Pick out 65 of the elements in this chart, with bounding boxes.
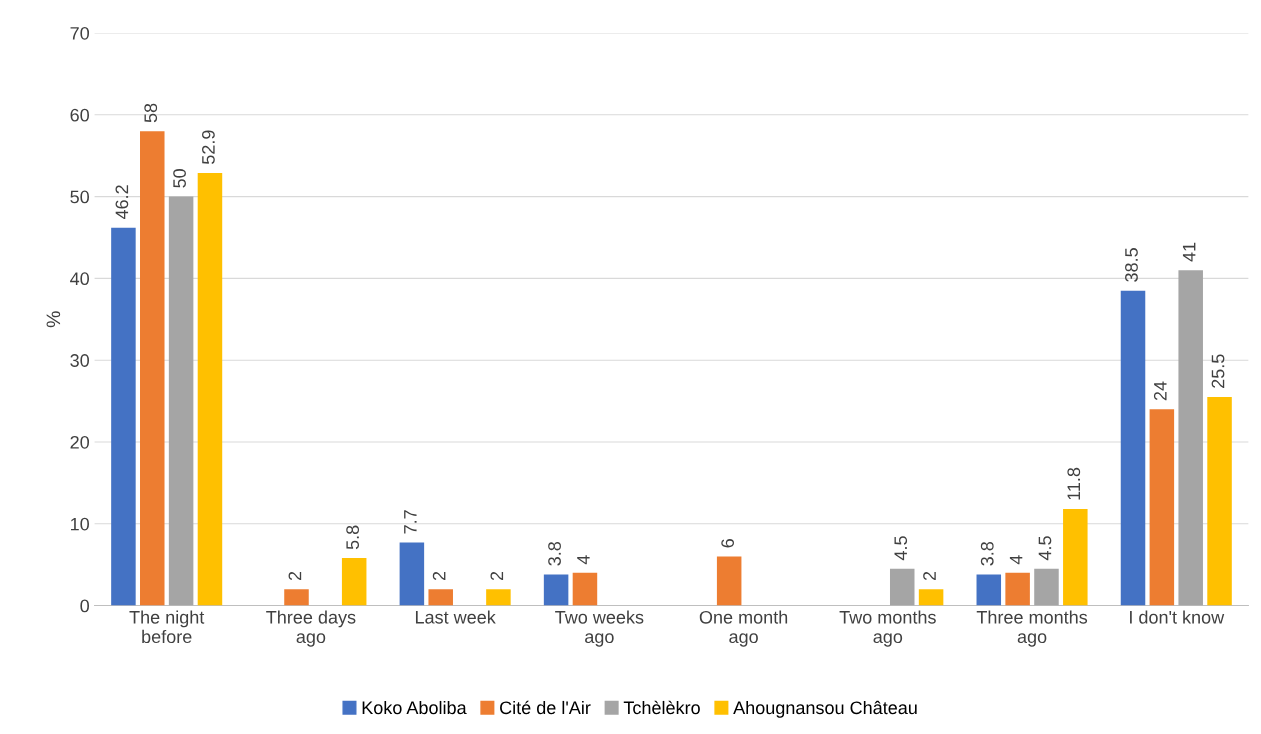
x-tick-label: Three months ago bbox=[976, 610, 1088, 647]
legend-label: Cité de l'Air bbox=[500, 700, 591, 715]
y-tick-label: 30 bbox=[70, 354, 90, 367]
bar bbox=[716, 556, 742, 606]
bar bbox=[284, 589, 309, 606]
bar bbox=[1034, 568, 1059, 606]
bar bbox=[572, 572, 598, 606]
y-tick-label: 40 bbox=[70, 272, 90, 286]
y-tick-label: 20 bbox=[70, 435, 90, 449]
x-tick-label: The night before bbox=[129, 610, 205, 644]
bar bbox=[168, 196, 194, 606]
data-label: 24 bbox=[1153, 381, 1167, 401]
data-label: 5.8 bbox=[346, 525, 360, 550]
bar bbox=[111, 227, 136, 606]
y-tick-label: 0 bbox=[80, 599, 90, 613]
bar bbox=[140, 131, 165, 606]
bar bbox=[976, 574, 1002, 606]
x-tick-label: Two months ago bbox=[839, 610, 936, 647]
y-tick-label: 60 bbox=[70, 108, 90, 122]
x-tick-label: Three days ago bbox=[266, 610, 356, 647]
data-label: 3.8 bbox=[980, 541, 994, 566]
bar bbox=[1120, 290, 1146, 606]
bar bbox=[918, 589, 944, 606]
bar bbox=[1149, 409, 1175, 606]
y-tick-label: 10 bbox=[71, 517, 90, 531]
x-tick-label: Last week bbox=[415, 610, 496, 624]
data-label: 7.7 bbox=[404, 510, 417, 534]
bar bbox=[1063, 509, 1088, 606]
data-label: 2 bbox=[923, 571, 936, 581]
y-tick-label: 70 bbox=[70, 26, 90, 40]
data-label: 11.8 bbox=[1067, 467, 1081, 500]
data-label: 38.5 bbox=[1125, 248, 1138, 282]
legend-label: Koko Aboliba bbox=[362, 700, 467, 715]
bar bbox=[341, 558, 367, 606]
data-label: 4 bbox=[577, 555, 590, 565]
y-axis-title: % bbox=[46, 311, 61, 328]
bar bbox=[1005, 572, 1030, 606]
data-label: 4.5 bbox=[1038, 536, 1052, 561]
x-tick-label: One month ago bbox=[699, 610, 788, 647]
bar bbox=[399, 542, 425, 606]
bar bbox=[889, 568, 915, 606]
bar bbox=[543, 574, 569, 606]
legend-label: Tchèlèkro bbox=[623, 700, 700, 715]
bar bbox=[486, 589, 511, 606]
legend-label: Ahougnansou Château bbox=[733, 700, 917, 718]
data-label: 2 bbox=[490, 571, 504, 581]
data-label: 2 bbox=[288, 571, 302, 581]
data-label: 4 bbox=[1009, 555, 1023, 565]
data-label: 2 bbox=[432, 571, 446, 581]
data-label: 50 bbox=[173, 169, 186, 188]
data-label: 25.5 bbox=[1211, 354, 1225, 388]
data-label: 4.5 bbox=[894, 536, 908, 561]
bar bbox=[1178, 270, 1203, 606]
data-label: 52.9 bbox=[202, 130, 215, 164]
data-label: 46.2 bbox=[115, 185, 129, 220]
x-tick-label: I don't know bbox=[1130, 610, 1225, 624]
data-label: 41 bbox=[1182, 242, 1196, 262]
y-tick-label: 50 bbox=[70, 190, 90, 204]
bar bbox=[428, 589, 453, 606]
x-tick-label: Two weeks ago bbox=[555, 610, 644, 647]
bar bbox=[197, 172, 223, 606]
data-label: 3.8 bbox=[548, 541, 561, 566]
data-label: 58 bbox=[144, 103, 158, 123]
data-label: 6 bbox=[721, 539, 735, 548]
bar bbox=[1207, 396, 1232, 606]
